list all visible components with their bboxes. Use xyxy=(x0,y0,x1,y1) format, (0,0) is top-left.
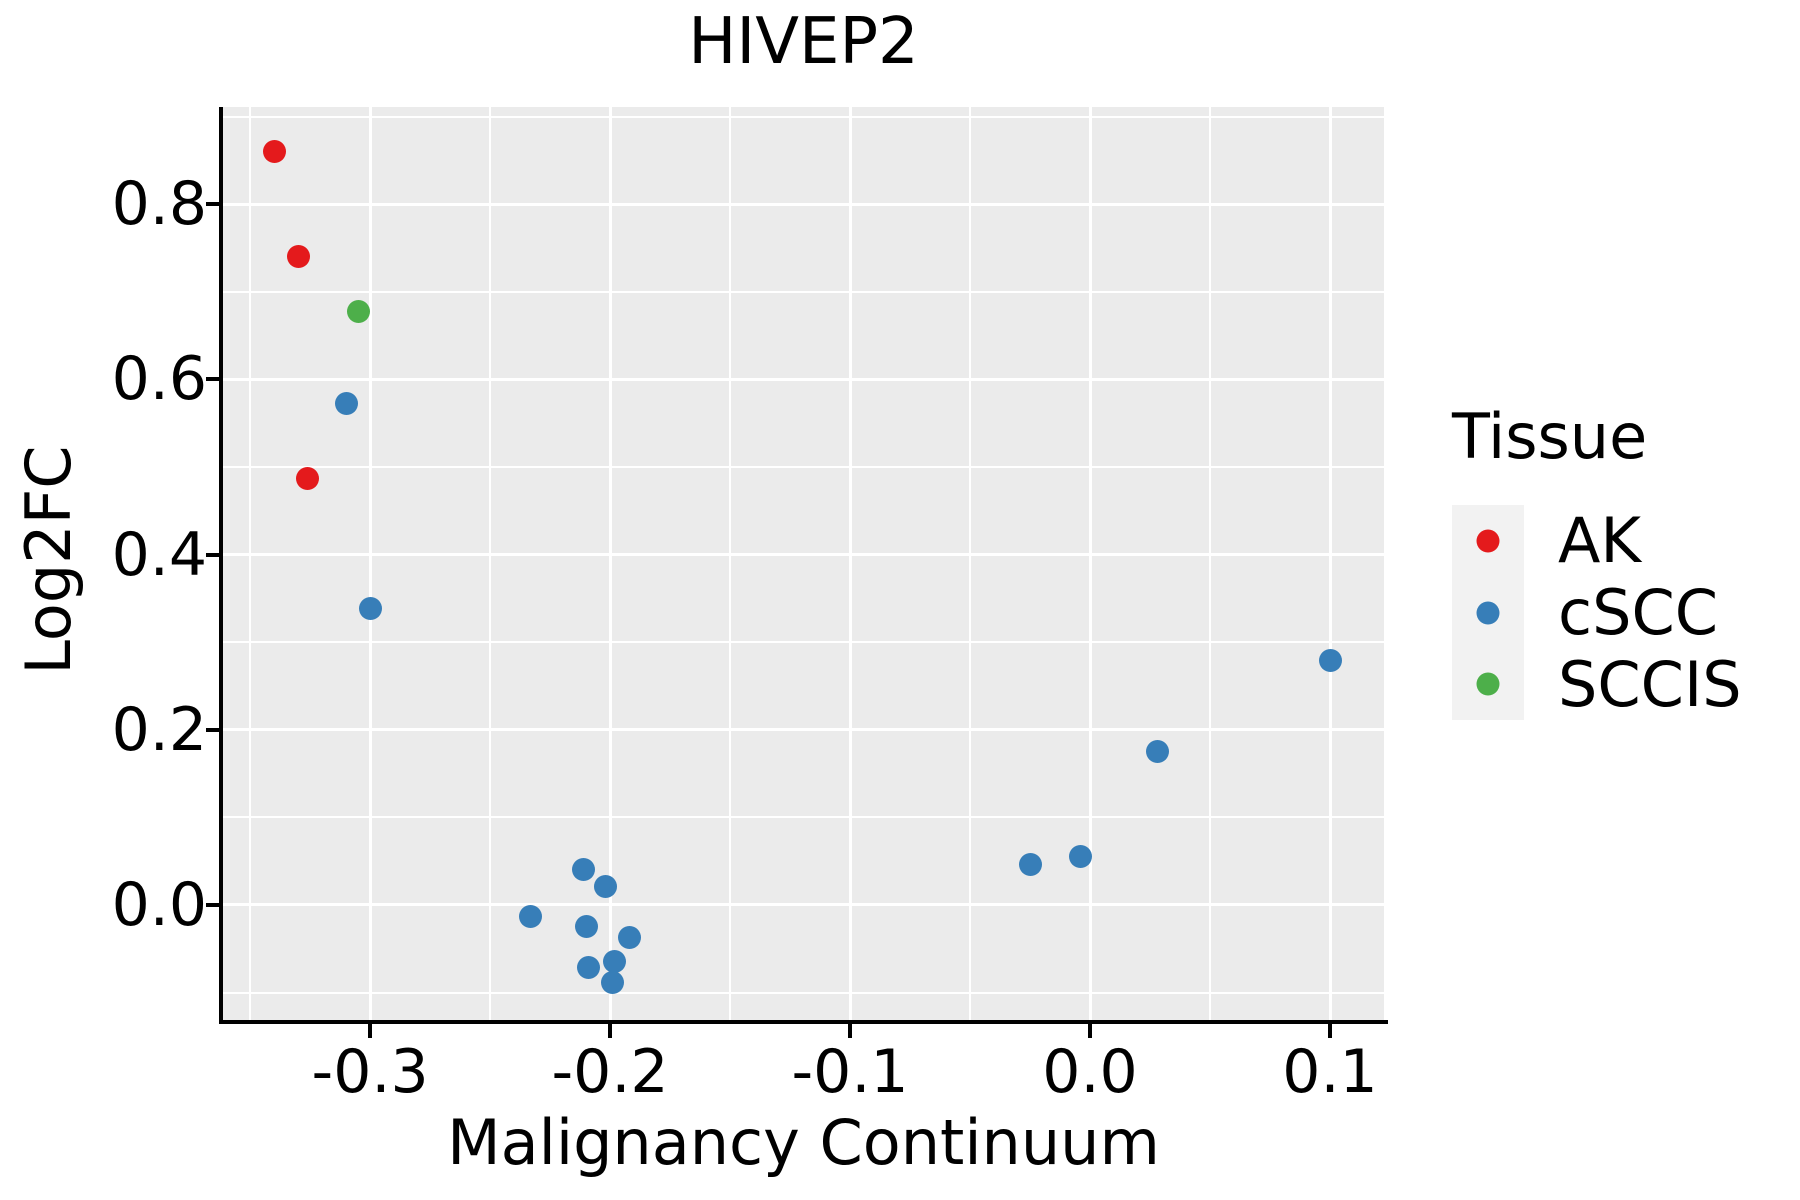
y-tick-mark xyxy=(206,727,220,732)
data-point-cscc xyxy=(617,925,641,949)
data-point-cscc xyxy=(600,970,624,994)
x-tick-mark xyxy=(608,1024,613,1038)
y-axis-line xyxy=(219,107,223,1024)
gridline-y-major xyxy=(223,202,1384,206)
x-tick-mark xyxy=(848,1024,853,1038)
y-tick-label: 0.0 xyxy=(111,869,207,940)
gridline-y-major xyxy=(223,903,1384,907)
y-tick-mark xyxy=(206,202,220,207)
plot-panel xyxy=(223,107,1384,1020)
gridline-x-minor xyxy=(1209,107,1212,1020)
data-point-cscc xyxy=(603,950,627,974)
y-tick-label: 0.8 xyxy=(111,169,207,240)
gridline-y-minor xyxy=(223,991,1384,994)
gridline-y-minor xyxy=(223,641,1384,644)
gridline-x-major xyxy=(848,107,852,1020)
legend-row-ak: AK xyxy=(1452,505,1742,577)
x-tick-mark xyxy=(1088,1024,1093,1038)
gridline-y-major xyxy=(223,553,1384,557)
y-tick-label: 0.2 xyxy=(111,694,207,765)
data-point-ak xyxy=(262,140,286,164)
data-point-cscc xyxy=(1068,845,1092,869)
data-point-cscc xyxy=(576,955,600,979)
legend-swatch-cscc-icon xyxy=(1476,601,1500,625)
data-point-cscc xyxy=(593,875,617,899)
y-tick-mark xyxy=(206,377,220,382)
data-point-cscc xyxy=(1018,853,1042,877)
legend-row-sccis: SCCIS xyxy=(1452,647,1742,721)
gridline-x-minor xyxy=(249,107,252,1020)
gridline-y-minor xyxy=(223,816,1384,819)
y-tick-label: 0.6 xyxy=(111,344,207,415)
x-tick-label: -0.3 xyxy=(311,1037,429,1107)
gridline-y-minor xyxy=(223,466,1384,468)
legend-swatch-sccis-icon xyxy=(1476,672,1500,696)
gridline-x-minor xyxy=(489,107,492,1020)
data-point-ak xyxy=(286,245,310,269)
x-tick-mark xyxy=(368,1024,373,1038)
x-tick-label: 0.1 xyxy=(1282,1037,1378,1107)
gridline-y-minor xyxy=(223,290,1384,293)
data-point-sccis xyxy=(346,300,370,324)
data-point-ak xyxy=(296,466,320,490)
y-tick-label: 0.4 xyxy=(111,519,207,590)
legend-swatch-ak-icon xyxy=(1476,529,1500,553)
data-point-cscc xyxy=(358,597,382,621)
gridline-y-major xyxy=(223,728,1384,732)
x-tick-label: 0.0 xyxy=(1042,1037,1138,1107)
legend-key-box xyxy=(1452,648,1524,721)
data-point-cscc xyxy=(1145,740,1169,764)
y-tick-mark xyxy=(206,902,220,907)
gridline-x-major xyxy=(368,107,372,1020)
gridline-x-major xyxy=(1328,107,1332,1020)
x-axis-line xyxy=(219,1020,1388,1024)
y-tick-mark xyxy=(206,552,220,557)
data-point-cscc xyxy=(519,904,543,928)
legend: Tissue AK cSCC SCCIS xyxy=(1452,400,1742,721)
gridline-x-minor xyxy=(729,107,732,1020)
x-tick-label: -0.2 xyxy=(551,1037,669,1107)
gridline-x-major xyxy=(608,107,612,1020)
legend-keys: AK cSCC SCCIS xyxy=(1452,505,1742,721)
data-point-cscc xyxy=(334,391,358,415)
gridline-x-minor xyxy=(969,107,972,1020)
legend-title: Tissue xyxy=(1452,400,1648,473)
legend-row-cscc: cSCC xyxy=(1452,576,1742,650)
legend-key-box xyxy=(1452,505,1524,577)
legend-key-box xyxy=(1452,576,1524,649)
gridline-y-minor xyxy=(223,115,1384,118)
gridline-x-major xyxy=(1088,107,1092,1020)
legend-label-sccis: SCCIS xyxy=(1558,647,1742,721)
legend-label-ak: AK xyxy=(1558,504,1642,578)
x-tick-label: -0.1 xyxy=(791,1037,909,1107)
gridline-y-major xyxy=(223,377,1384,381)
x-tick-mark xyxy=(1328,1024,1332,1038)
data-point-cscc xyxy=(1318,649,1342,673)
data-point-cscc xyxy=(572,857,596,881)
x-axis-label: Malignancy Continuum xyxy=(447,1106,1160,1179)
chart-title: HIVEP2 xyxy=(688,5,919,79)
legend-label-cscc: cSCC xyxy=(1558,576,1719,650)
data-point-cscc xyxy=(574,914,598,938)
